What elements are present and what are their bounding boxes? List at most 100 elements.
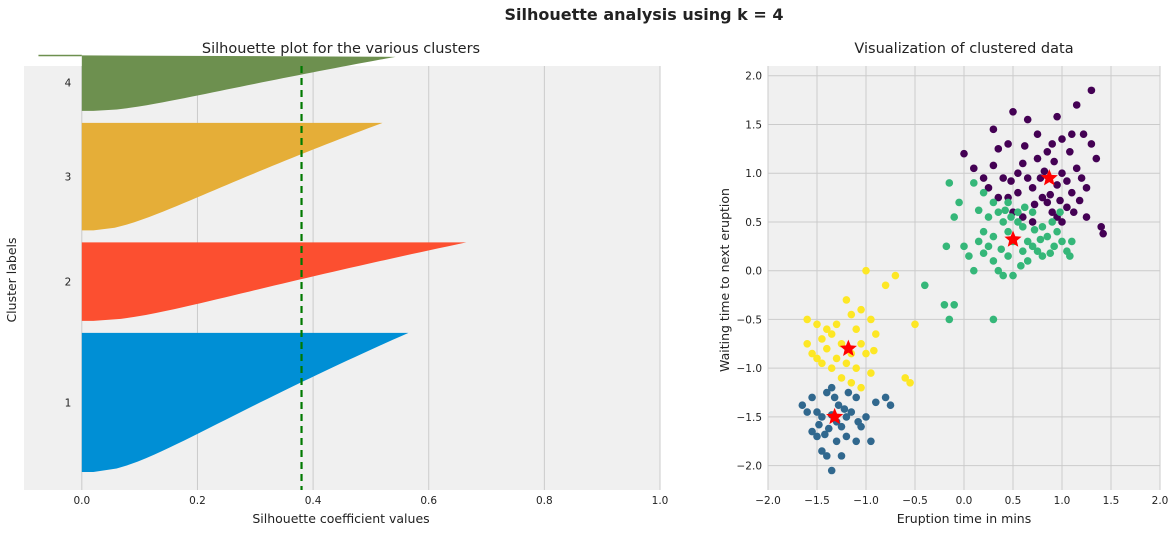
scatter-point (1068, 237, 1076, 246)
silhouette-x-axis-label: Silhouette coefficient values (252, 511, 429, 526)
scatter-point (1082, 213, 1091, 221)
scatter-point (1058, 135, 1066, 143)
scatter-point (1028, 242, 1037, 251)
scatter-point (1001, 206, 1009, 215)
silhouette-bar-cluster-2 (81, 242, 467, 321)
scatter-point (1033, 247, 1042, 255)
scatter-point (881, 393, 890, 402)
scatter-point (960, 149, 968, 158)
scatter-point (1077, 174, 1086, 182)
scatter-point (911, 320, 919, 329)
scatter-point (862, 266, 870, 275)
scatter-point (1004, 227, 1012, 236)
scatter-point (842, 359, 851, 368)
scatter-point (842, 432, 851, 441)
scatter-point (840, 405, 849, 413)
scatter-point (1028, 208, 1037, 217)
scatter-point (832, 354, 841, 363)
cluster-centroids (826, 169, 1058, 425)
scatter-point (994, 266, 1003, 275)
scatter-point (827, 466, 836, 475)
figure-title: Silhouette analysis using k = 4 (505, 5, 784, 24)
scatter-point (1023, 115, 1032, 124)
silhouette-bars (38, 53, 467, 472)
scatter-point (1043, 232, 1052, 241)
scatter-point (1019, 159, 1027, 168)
scatter-point (1087, 86, 1096, 95)
scatter-point (960, 242, 968, 251)
scatter-point (1058, 169, 1066, 178)
scatter-point (1028, 218, 1037, 226)
scatter-point (999, 218, 1007, 226)
scatter-point (1063, 177, 1071, 185)
scatter-y-tick-label: 2.0 (745, 71, 762, 83)
scatter-point (852, 437, 860, 446)
silhouette-bar-cluster-1 (81, 332, 409, 472)
scatter-point (974, 237, 983, 246)
centroid-star-marker (826, 407, 844, 425)
silhouette-x-tick-label: 0.0 (73, 495, 90, 507)
scatter-point (984, 184, 993, 192)
scatter-point (970, 266, 978, 275)
scatter-point (881, 281, 890, 290)
scatter-point (1019, 213, 1027, 221)
scatter-point (1007, 213, 1015, 221)
scatter-y-tick-label: −2.0 (737, 461, 763, 473)
scatter-point (989, 198, 998, 207)
scatter-point (1030, 200, 1039, 209)
scatter-point (803, 315, 811, 324)
scatter-point (1068, 130, 1076, 139)
scatter-point (989, 125, 998, 134)
scatter-point (798, 401, 807, 410)
scatter-point (1046, 249, 1055, 257)
scatter-point (1043, 147, 1052, 156)
scatter-point (852, 364, 860, 372)
scatter-plot: −2.0 −1.5 −1.0 −0.5 0.0 0.5 1.0 1.5 2.0 −2.0 −1.5… (717, 41, 1168, 526)
scatter-y-tick-label: −0.5 (737, 314, 763, 326)
silhouette-x-tick-label: 0.4 (305, 495, 322, 507)
scatter-point (1048, 140, 1056, 148)
scatter-point (844, 388, 853, 397)
scatter-point (821, 430, 829, 439)
scatter-point (827, 330, 836, 338)
scatter-point (867, 315, 875, 324)
scatter-point (808, 393, 816, 402)
cluster-label: 4 (65, 77, 72, 89)
scatter-point (1097, 223, 1105, 231)
scatter-point (1058, 237, 1066, 246)
scatter-point (999, 271, 1007, 280)
scatter-point (1014, 208, 1022, 217)
scatter-point (979, 174, 988, 182)
scatter-point (1014, 169, 1022, 178)
scatter-point (955, 198, 963, 207)
scatter-y-tick-label: −1.0 (737, 363, 763, 375)
silhouette-y-axis-label: Cluster labels (4, 237, 19, 322)
cluster-labels: 1 2 3 4 (65, 77, 72, 409)
silhouette-bar-cluster-3 (81, 122, 383, 231)
scatter-point (950, 213, 958, 221)
scatter-point (870, 346, 878, 355)
scatter-point (847, 310, 856, 319)
scatter-point (1038, 193, 1047, 202)
scatter-x-tick-label: −0.5 (902, 495, 928, 507)
scatter-point (1053, 227, 1061, 236)
cluster-label: 2 (65, 277, 72, 289)
scatter-point (823, 344, 831, 353)
scatter-point (942, 242, 951, 251)
scatter-point (945, 179, 954, 187)
scatter-y-tick-label: 0.5 (745, 217, 762, 229)
scatter-point (886, 401, 895, 410)
scatter-point (1082, 184, 1091, 192)
scatter-point (803, 408, 811, 416)
scatter-point (824, 424, 833, 433)
scatter-point (1069, 208, 1078, 217)
scatter-point (1046, 190, 1055, 199)
silhouette-plot: 0.0 0.2 0.4 0.6 0.8 1.0 1 2 3 4 Silhouette plot … (4, 41, 668, 526)
scatter-point (837, 374, 846, 382)
scatter-point (1050, 157, 1058, 166)
scatter-point (989, 315, 998, 324)
silhouette-x-tick-label: 0.8 (536, 495, 553, 507)
scatter-x-ticks: −2.0 −1.5 −1.0 −0.5 0.0 0.5 1.0 1.5 2.0 (755, 495, 1168, 507)
